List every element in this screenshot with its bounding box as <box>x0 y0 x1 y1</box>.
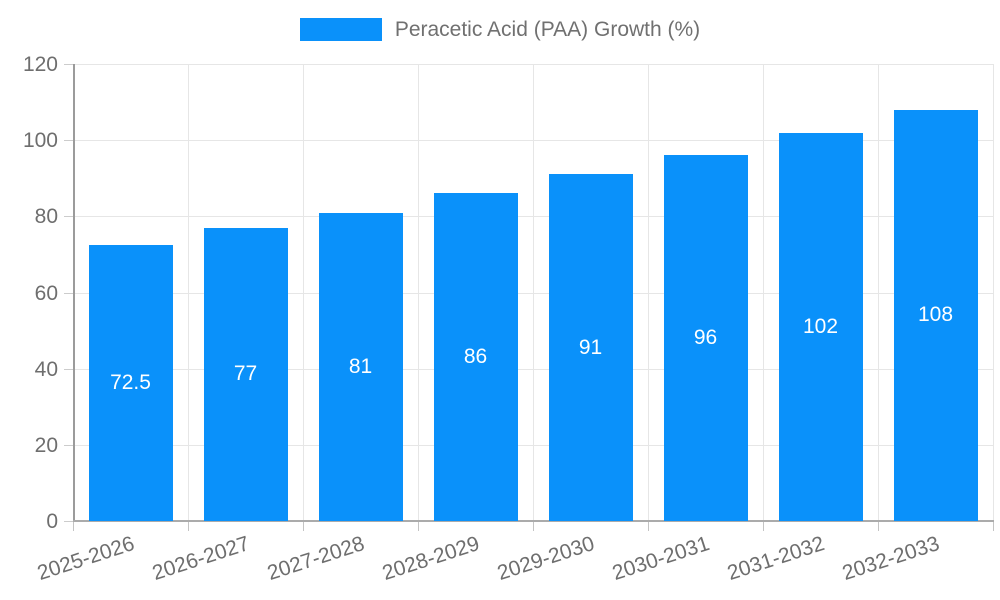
x-tick-label: 2026-2027 <box>149 532 253 585</box>
v-gridline <box>648 64 649 521</box>
y-tick-mark <box>64 64 73 65</box>
y-tick-mark <box>64 140 73 142</box>
bar <box>433 193 518 521</box>
x-tick-mark <box>303 522 304 531</box>
x-tick-label: 2031-2032 <box>724 532 828 585</box>
y-tick-mark <box>64 292 73 294</box>
bar <box>778 132 863 521</box>
bar <box>893 109 978 521</box>
y-tick-mark <box>64 444 73 446</box>
y-tick-label: 0 <box>46 510 58 533</box>
y-tick-mark <box>64 216 73 218</box>
bar-value-label: 91 <box>578 335 603 359</box>
y-tick-mark <box>64 368 73 370</box>
v-gridline <box>993 64 994 521</box>
y-tick-label: 40 <box>34 357 58 381</box>
bar-value-label: 86 <box>463 345 488 369</box>
x-tick-mark <box>73 522 74 531</box>
y-axis-line <box>73 64 75 521</box>
y-tick-label: 60 <box>34 281 58 305</box>
x-tick-mark <box>533 522 534 531</box>
x-tick-label: 2030-2031 <box>609 532 713 585</box>
y-tick-label: 100 <box>22 129 58 153</box>
x-axis-line <box>73 520 994 522</box>
x-tick-label: 2027-2028 <box>264 532 368 585</box>
bar <box>318 212 403 521</box>
legend-swatch <box>299 18 382 41</box>
x-tick-mark <box>878 522 879 531</box>
bar-value-label: 108 <box>917 303 954 327</box>
y-tick-label: 120 <box>22 53 58 76</box>
x-tick-mark <box>993 522 994 531</box>
x-tick-mark <box>188 522 189 531</box>
bar-value-label: 81 <box>348 354 373 378</box>
bar <box>548 174 633 521</box>
legend-item[interactable]: Peracetic Acid (PAA) Growth (%) <box>0 18 1000 41</box>
v-gridline <box>303 64 304 521</box>
y-tick-label: 20 <box>34 433 58 457</box>
x-tick-label: 2029-2030 <box>494 532 598 585</box>
x-tick-label: 2032-2033 <box>839 532 943 585</box>
v-gridline <box>763 64 764 521</box>
bar <box>663 155 748 521</box>
bar <box>88 244 173 521</box>
legend-label: Peracetic Acid (PAA) Growth (%) <box>394 18 701 41</box>
v-gridline <box>188 64 189 521</box>
x-tick-label: 2025-2026 <box>34 532 138 585</box>
bar-value-label: 77 <box>233 362 258 386</box>
bar-value-label: 102 <box>802 314 839 338</box>
bar-value-label: 96 <box>693 326 718 350</box>
y-tick-label: 80 <box>34 205 58 229</box>
bar-value-label: 72.5 <box>110 370 151 394</box>
x-tick-mark <box>648 522 649 531</box>
bar <box>203 227 288 521</box>
v-gridline <box>533 64 534 521</box>
x-tick-mark <box>763 522 764 531</box>
plot-area <box>73 64 994 522</box>
x-tick-label: 2028-2029 <box>379 532 483 585</box>
v-gridline <box>418 64 419 521</box>
x-tick-mark <box>418 522 419 531</box>
v-gridline <box>878 64 879 521</box>
y-tick-mark <box>64 521 73 522</box>
